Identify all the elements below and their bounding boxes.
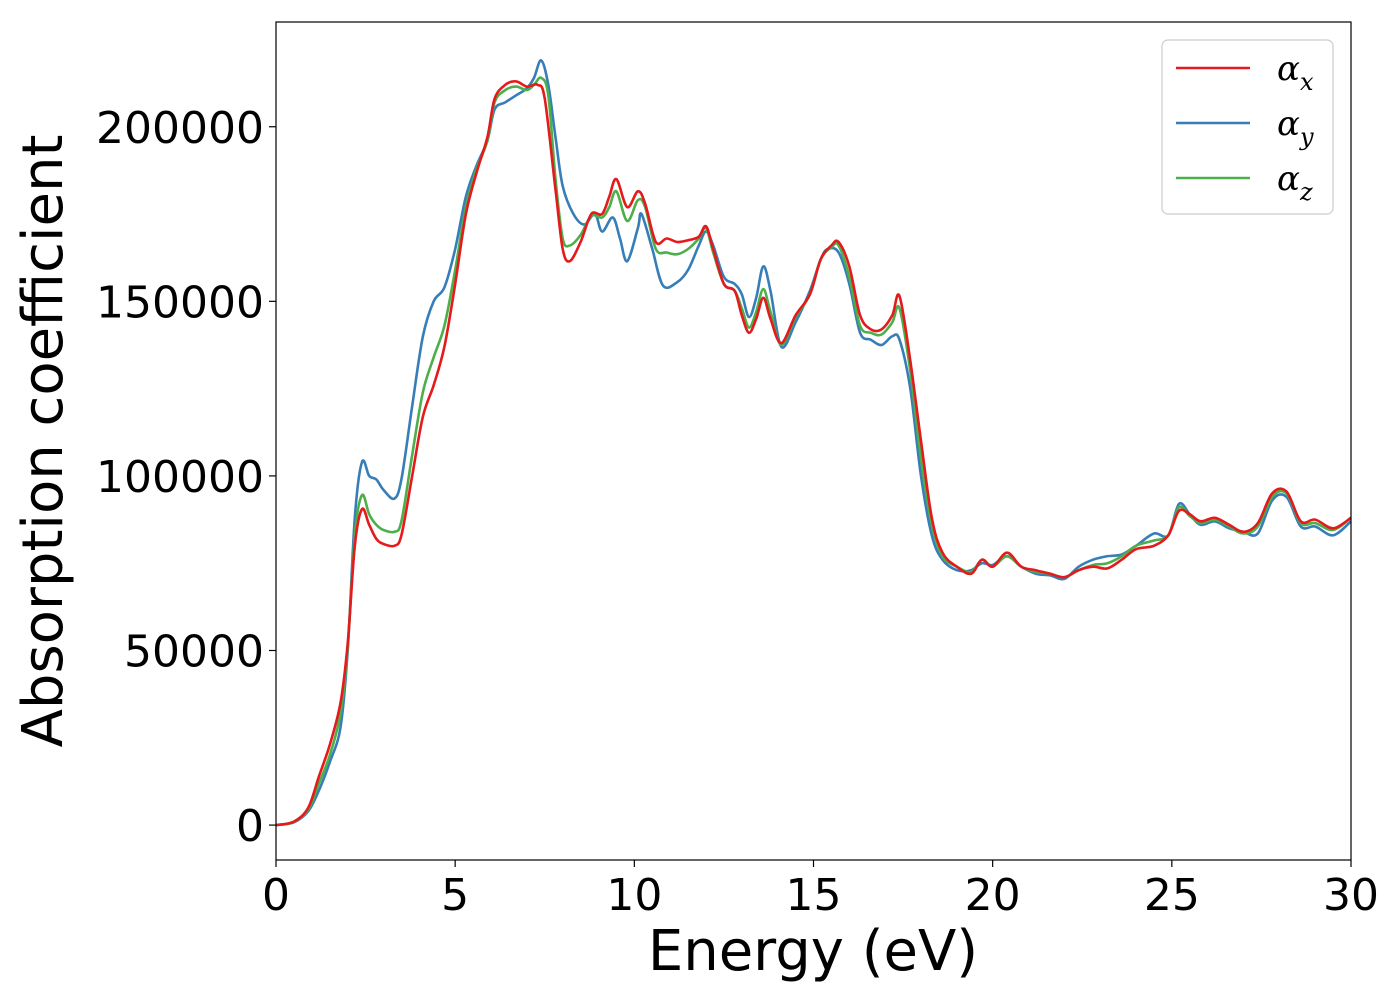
y-axis-label: Absorption coefficient: [11, 135, 76, 748]
y-tick-label: 150000: [96, 277, 264, 328]
y-tick-label: 0: [236, 801, 264, 852]
x-tick-label: 0: [262, 870, 290, 921]
legend-frame: [1161, 39, 1334, 215]
x-tick-label: 15: [786, 870, 842, 921]
series-line-y: [275, 59, 1352, 827]
x-tick-label: 5: [441, 870, 469, 921]
x-tick-label: 25: [1144, 870, 1200, 921]
legend-label-y: αy: [1277, 104, 1314, 151]
legend-subscript: x: [1300, 68, 1314, 96]
x-tick-label: 20: [965, 870, 1021, 921]
x-axis-ticks: 0 5 10 15 20 25 30: [262, 860, 1379, 921]
x-tick-label: 10: [606, 870, 662, 921]
series-layer: [275, 59, 1352, 827]
y-tick-label: 200000: [96, 103, 264, 154]
legend-symbol: α: [1277, 159, 1300, 199]
legend-label-z: αz: [1277, 159, 1313, 206]
legend-subscript: y: [1299, 123, 1314, 151]
legend-label-x: αx: [1277, 49, 1314, 96]
legend-subscript: z: [1299, 178, 1313, 206]
y-tick-label: 50000: [124, 627, 264, 678]
legend-symbol: α: [1277, 104, 1300, 144]
y-tick-label: 100000: [96, 452, 264, 503]
series-line-x: [275, 80, 1352, 827]
series-line-z: [275, 76, 1352, 827]
x-tick-label: 30: [1323, 870, 1379, 921]
x-axis-label: Energy (eV): [648, 919, 978, 984]
y-axis-ticks: 0 50000 100000 150000 200000: [96, 103, 276, 852]
legend-symbol: α: [1277, 49, 1300, 89]
